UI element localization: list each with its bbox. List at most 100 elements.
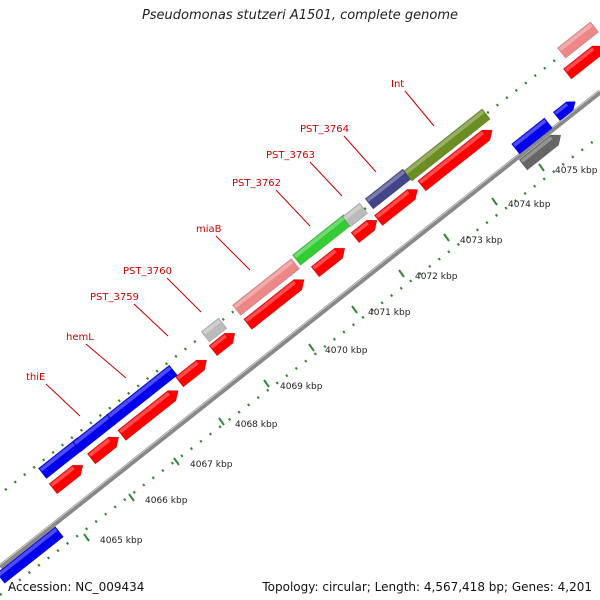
tick-label: 4068 kbp: [235, 420, 278, 430]
cds-arrow-red-0[interactable]: [48, 460, 87, 495]
gene-label: PST_3764: [300, 124, 349, 135]
gene-label-leader: [404, 90, 435, 127]
cds-arrow-red-8-highlight: [375, 190, 410, 219]
cds-arrow-red-3[interactable]: [174, 355, 211, 388]
cds-arrow-red-7[interactable]: [350, 215, 381, 244]
tick-label: 4065 kbp: [100, 536, 143, 546]
gene-label-leader: [133, 303, 169, 337]
cds-arrow-red-4-shape: [208, 332, 236, 357]
cds-arrow-red-6-highlight: [312, 249, 337, 270]
tick-mark: [351, 305, 358, 314]
genome-backbone-highlight: [0, 89, 600, 566]
tick-label: 4075 kbp: [555, 166, 598, 176]
genome-backbone: [0, 90, 600, 569]
tick-label: 4074 kbp: [508, 200, 551, 210]
gene-PST_3760-shape: [232, 258, 300, 316]
gene-blue-right[interactable]: [511, 117, 553, 155]
gene-PST_3760-highlight: [233, 260, 294, 309]
gene-blue-small-shape: [552, 101, 576, 122]
cds-arrow-red-2[interactable]: [117, 386, 183, 441]
cds-arrow-red-7-highlight: [352, 221, 369, 236]
cds-arrow-red-1[interactable]: [86, 432, 123, 465]
cds-arrow-red-9-shape: [417, 129, 493, 192]
cds-arrow-red-8[interactable]: [373, 184, 421, 227]
map-title: Pseudomonas stutzeri A1501, complete gen…: [141, 8, 459, 23]
tick-mark: [218, 417, 225, 426]
gene-blue-3-highlight: [108, 366, 172, 418]
cds-arrow-red-1-highlight: [88, 438, 111, 457]
gene-blue-3-shape: [106, 364, 178, 426]
cds-arrow-red-5-shape: [243, 279, 305, 330]
gene-miaB-highlight: [293, 216, 346, 259]
gene-blue-small[interactable]: [552, 97, 579, 122]
gene-PST_3764[interactable]: [403, 108, 491, 182]
tick-label: 4069 kbp: [280, 382, 323, 392]
cds-arrow-red-6-shape: [310, 247, 346, 278]
tick-mark: [308, 343, 315, 352]
gene-label-leader: [343, 135, 377, 173]
gene-label: hemL: [66, 332, 94, 343]
cds-arrow-red-4-highlight: [210, 334, 227, 349]
gene-label: Int: [391, 79, 404, 90]
tick-mark: [443, 233, 450, 242]
gene-blue-right-shape: [511, 117, 553, 155]
gene-PST_3762[interactable]: [341, 202, 369, 228]
tick-label: 4072 kbp: [415, 272, 458, 282]
gene-blue-right-highlight: [512, 119, 547, 147]
gene-label: miaB: [196, 224, 222, 235]
cds-arrow-red-2-shape: [117, 390, 179, 441]
gene-thiE-highlight: [39, 438, 80, 472]
tick-mark: [398, 269, 405, 278]
gene-pink-right[interactable]: [557, 21, 599, 59]
gene-PST_3762-highlight: [343, 204, 362, 220]
tick-label: 4071 kbp: [368, 308, 411, 318]
gene-PST_3762-shape: [341, 202, 369, 228]
gene-darkgray-right-highlight: [520, 136, 553, 163]
gene-PST_3759-highlight: [202, 319, 221, 335]
gene-blue-bottom-left[interactable]: [0, 526, 64, 584]
cds-arrow-red-9[interactable]: [417, 125, 497, 192]
tick-label: 4066 kbp: [145, 496, 188, 506]
gene-hemL-highlight: [73, 415, 110, 445]
gene-label: PST_3760: [123, 266, 172, 277]
cds-arrow-red-10[interactable]: [562, 41, 600, 80]
cds-arrow-red-5-highlight: [245, 280, 296, 323]
gene-blue-bottom-left-highlight: [0, 528, 58, 577]
tick-mark: [173, 457, 180, 466]
gene-label: thiE: [26, 372, 45, 383]
tick-label: 4067 kbp: [190, 460, 233, 470]
cds-arrow-red-4[interactable]: [208, 328, 239, 357]
gene-hemL[interactable]: [71, 413, 117, 453]
gene-pink-right-shape: [557, 21, 599, 59]
tick-mark: [263, 379, 270, 388]
gene-PST_3764-highlight: [405, 110, 485, 174]
cds-arrow-red-10-shape: [562, 45, 600, 80]
cds-arrow-red-8-shape: [373, 189, 418, 227]
gene-blue-3[interactable]: [106, 364, 178, 426]
gene-PST_3759[interactable]: [200, 317, 228, 343]
cds-arrow-red-3-highlight: [176, 361, 199, 380]
gene-PST_3764-shape: [403, 108, 491, 182]
gene-label: PST_3762: [232, 178, 281, 189]
gene-hemL-shape: [71, 413, 117, 453]
gene-PST_3759-shape: [200, 317, 228, 343]
tick-mark: [538, 163, 545, 172]
cds-arrow-red-1-shape: [86, 436, 120, 465]
cds-arrow-red-7-shape: [350, 219, 378, 244]
tick-mark: [491, 197, 498, 206]
cds-arrow-red-5[interactable]: [243, 275, 309, 330]
cds-arrow-red-3-shape: [174, 359, 208, 388]
tick-mark: [128, 493, 135, 502]
gene-pink-right-highlight: [558, 23, 593, 51]
tick-mark: [83, 533, 90, 542]
gene-PST_3760[interactable]: [232, 258, 300, 316]
cds-arrow-red-10-highlight: [564, 47, 595, 72]
cds-arrow-red-2-highlight: [119, 391, 170, 434]
cds-arrow-red-6[interactable]: [310, 243, 349, 278]
gene-darkgray-right[interactable]: [518, 130, 565, 171]
gene-label: PST_3759: [90, 292, 139, 303]
cds-arrow-red-0-shape: [48, 464, 84, 495]
cds-arrow-red-0-highlight: [50, 466, 75, 487]
gene-blue-small-highlight: [554, 103, 569, 115]
